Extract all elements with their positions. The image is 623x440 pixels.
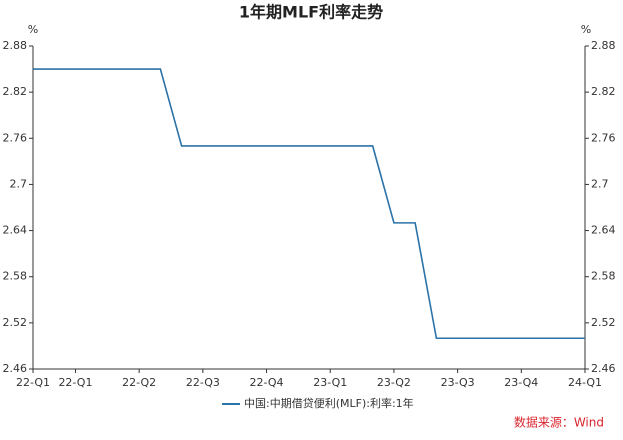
y2-tick-label: 2.7 bbox=[591, 177, 609, 190]
x-tick-label: 24-Q1 bbox=[568, 376, 602, 389]
y2-tick-label: 2.46 bbox=[591, 362, 616, 375]
source: 数据来源：Wind bbox=[514, 415, 604, 430]
y-unit: % bbox=[28, 23, 38, 36]
y2-tick-label: 2.76 bbox=[591, 131, 616, 144]
y2-tick-label: 2.58 bbox=[591, 270, 616, 283]
y2-unit: % bbox=[581, 23, 591, 36]
x-tick-label: 23-Q1 bbox=[313, 376, 347, 389]
y2-tick-label: 2.64 bbox=[591, 224, 616, 237]
y-tick-label: 2.52 bbox=[3, 316, 28, 329]
x-tick-label: 23-Q3 bbox=[441, 376, 475, 389]
chart-title: 1年期MLF利率走势 bbox=[239, 3, 383, 22]
y-tick-label: 2.88 bbox=[3, 39, 28, 52]
x-tick-label: 22-Q2 bbox=[122, 376, 156, 389]
y-tick-label: 2.46 bbox=[3, 362, 28, 375]
line bbox=[33, 68, 585, 340]
y-tick-label: 2.7 bbox=[10, 177, 28, 190]
y2-tick-label: 2.82 bbox=[591, 85, 616, 98]
y-tick-label: 2.58 bbox=[3, 270, 28, 283]
y-tick-label: 2.64 bbox=[3, 224, 28, 237]
x-tick-label: 22-Q4 bbox=[250, 376, 284, 389]
x-tick-label: 22-Q3 bbox=[186, 376, 220, 389]
y-tick-label: 2.76 bbox=[3, 131, 28, 144]
legend-label: 中国:中期借贷便利(MLF):利率:1年 bbox=[244, 396, 414, 410]
x-tick-label: 23-Q4 bbox=[504, 376, 538, 389]
x-tick-label: 23-Q2 bbox=[377, 376, 411, 389]
x-tick-label: 22-Q1 bbox=[58, 376, 92, 389]
y2-tick-label: 2.52 bbox=[591, 316, 616, 329]
y2-tick-label: 2.88 bbox=[591, 39, 616, 52]
x-tick-label: 22-Q1 bbox=[16, 376, 50, 389]
y-tick-label: 2.82 bbox=[3, 85, 28, 98]
